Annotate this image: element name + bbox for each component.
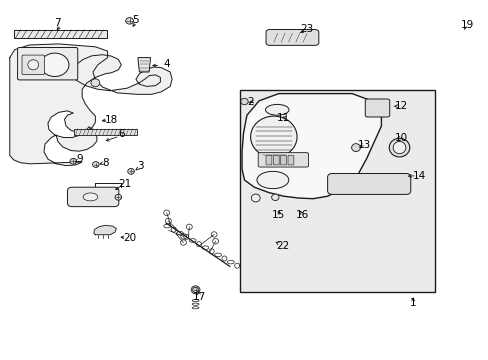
Polygon shape <box>94 225 116 235</box>
Polygon shape <box>242 94 381 199</box>
Text: 20: 20 <box>123 233 136 243</box>
Text: 7: 7 <box>54 18 61 28</box>
Bar <box>14 30 106 38</box>
Ellipse shape <box>240 98 247 105</box>
Ellipse shape <box>83 193 98 201</box>
Polygon shape <box>138 58 150 72</box>
FancyBboxPatch shape <box>18 48 78 80</box>
Text: 2: 2 <box>247 96 254 107</box>
FancyBboxPatch shape <box>287 156 293 165</box>
Ellipse shape <box>41 53 69 77</box>
FancyBboxPatch shape <box>365 99 389 117</box>
Ellipse shape <box>388 138 409 157</box>
Ellipse shape <box>28 60 39 70</box>
Text: 4: 4 <box>163 59 169 69</box>
Text: 5: 5 <box>132 15 139 25</box>
Text: 3: 3 <box>137 161 144 171</box>
Text: 21: 21 <box>118 179 131 189</box>
Ellipse shape <box>115 194 122 200</box>
FancyBboxPatch shape <box>327 174 410 194</box>
Ellipse shape <box>125 18 133 24</box>
Text: 10: 10 <box>394 132 407 143</box>
Bar <box>74 129 137 135</box>
Ellipse shape <box>92 162 99 167</box>
Text: 1: 1 <box>409 298 416 308</box>
Ellipse shape <box>351 144 360 152</box>
Text: 14: 14 <box>412 171 426 181</box>
Ellipse shape <box>192 287 198 292</box>
Ellipse shape <box>191 286 200 294</box>
Text: 9: 9 <box>76 154 83 164</box>
Text: 19: 19 <box>459 20 473 30</box>
FancyBboxPatch shape <box>22 55 44 75</box>
FancyBboxPatch shape <box>265 156 271 165</box>
Ellipse shape <box>250 116 297 158</box>
Text: 18: 18 <box>104 114 118 125</box>
Text: 17: 17 <box>192 292 206 302</box>
Text: 22: 22 <box>275 240 289 251</box>
Text: 11: 11 <box>276 113 290 123</box>
FancyBboxPatch shape <box>258 153 308 167</box>
Text: 13: 13 <box>357 140 370 150</box>
Text: 15: 15 <box>271 210 285 220</box>
Polygon shape <box>10 44 172 166</box>
Ellipse shape <box>257 171 288 189</box>
Ellipse shape <box>265 104 288 115</box>
FancyBboxPatch shape <box>265 30 318 45</box>
Text: 12: 12 <box>393 101 407 111</box>
Text: 6: 6 <box>118 129 124 139</box>
Ellipse shape <box>127 168 134 174</box>
FancyBboxPatch shape <box>67 187 119 207</box>
Ellipse shape <box>271 194 278 201</box>
Bar <box>239 90 434 292</box>
Ellipse shape <box>70 158 77 164</box>
Ellipse shape <box>91 79 100 87</box>
Text: 23: 23 <box>300 24 313 34</box>
Text: 16: 16 <box>295 210 308 220</box>
FancyBboxPatch shape <box>273 156 279 165</box>
Ellipse shape <box>251 194 260 202</box>
FancyBboxPatch shape <box>280 156 286 165</box>
Text: 8: 8 <box>102 158 108 168</box>
Ellipse shape <box>392 141 405 154</box>
